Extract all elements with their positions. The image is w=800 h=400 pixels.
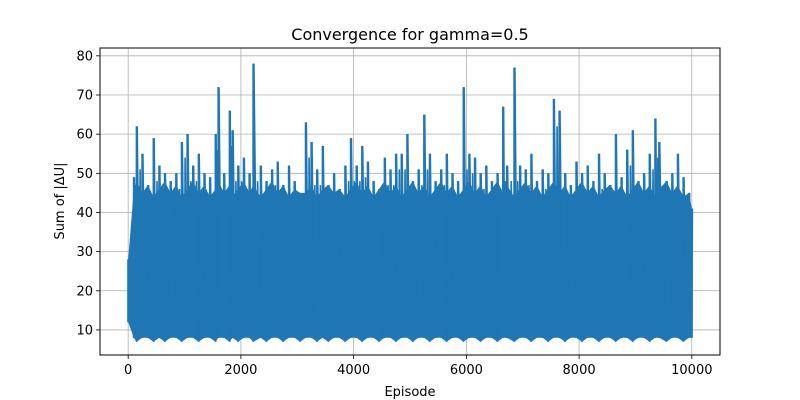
x-tick-label: 8000 — [563, 363, 596, 378]
y-tick-label: 30 — [76, 245, 93, 260]
y-tick-label: 40 — [76, 206, 93, 221]
x-tick-label: 4000 — [337, 363, 370, 378]
y-tick-label: 20 — [76, 284, 93, 299]
y-tick-label: 50 — [76, 167, 93, 182]
x-axis: 0 2000 4000 6000 8000 10000 — [124, 355, 712, 378]
chart-title: Convergence for gamma=0.5 — [291, 25, 528, 44]
x-tick-label: 0 — [124, 363, 132, 378]
series-group — [127, 63, 694, 342]
x-tick-label: 2000 — [224, 363, 257, 378]
y-tick-label: 70 — [76, 88, 93, 103]
y-tick-label: 10 — [76, 323, 93, 338]
x-axis-title: Episode — [384, 385, 435, 400]
y-tick-label: 60 — [76, 128, 93, 143]
y-axis-title: Sum of |ΔU| — [53, 162, 68, 239]
x-tick-label: 6000 — [450, 363, 483, 378]
y-axis: 10 20 30 40 50 60 70 80 — [76, 49, 100, 338]
y-tick-label: 80 — [76, 49, 93, 64]
x-tick-label: 10000 — [671, 363, 712, 378]
plot-area-frame — [99, 47, 721, 356]
